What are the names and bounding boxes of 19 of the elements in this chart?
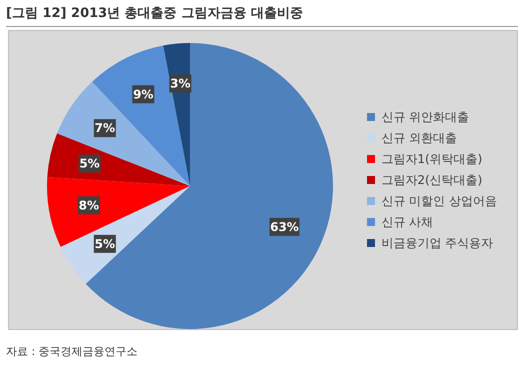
chart-title: [그림 12] 2013년 총대출중 그림자금융 대출비중 [6, 5, 303, 22]
legend-label: 그림자2(신탁대출) [381, 172, 482, 188]
legend-label: 신규 위안화대출 [381, 108, 470, 126]
data-label: 8% [78, 198, 100, 212]
data-label: 3% [170, 76, 190, 90]
legend-label: 신규 미할인 상업어음 [381, 192, 497, 210]
text: 자료 : 중국경제금융연구소 [6, 344, 138, 359]
legend-label: 신규 외환대출 [381, 130, 458, 146]
legend-label: 비금융기업 주식용자 [381, 234, 494, 252]
data-label: 9% [133, 87, 154, 102]
pie-slice [60, 186, 190, 284]
data-label: 5% [79, 156, 100, 171]
data-label: 5% [94, 236, 116, 251]
data-label: 7% [94, 121, 116, 136]
legend-label: 그림자1(위탁대출) [381, 150, 482, 168]
pie-slice [47, 133, 190, 186]
data-label: 63% [270, 220, 299, 234]
legend-label: 신규 사채 [381, 214, 434, 230]
pie-slice [47, 177, 190, 247]
